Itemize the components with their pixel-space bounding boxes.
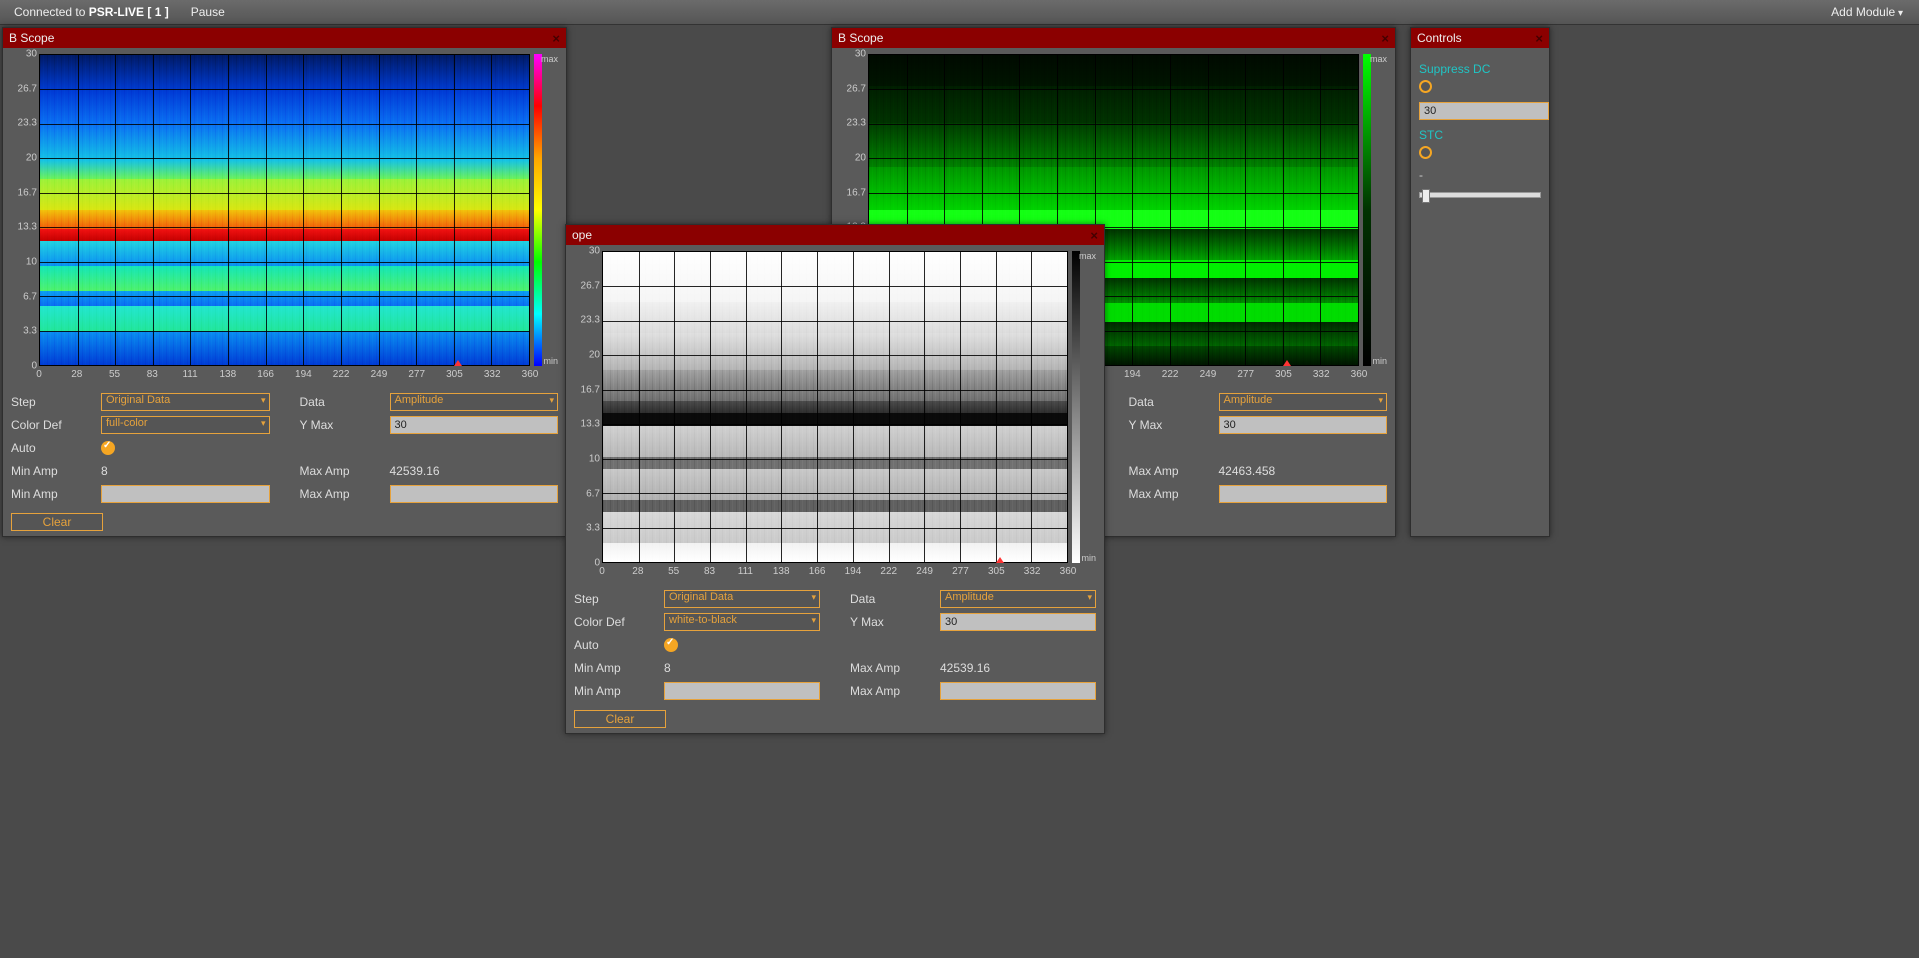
auto-label: Auto	[11, 441, 101, 455]
ymax-input[interactable]	[940, 613, 1096, 631]
close-icon[interactable]: ×	[1090, 228, 1098, 243]
ymax-label: Y Max	[1129, 418, 1219, 432]
top-toolbar: Connected to PSR-LIVE [ 1 ] Pause Add Mo…	[0, 0, 1919, 25]
connection-prefix: Connected to	[14, 5, 89, 19]
min-amp-input[interactable]	[101, 485, 270, 503]
max-amp-label: Max Amp	[1129, 464, 1219, 478]
ymax-label: Y Max	[300, 418, 390, 432]
ymax-label: Y Max	[850, 615, 940, 629]
auto-checkbox[interactable]	[664, 638, 678, 652]
connection-target: PSR-LIVE [ 1 ]	[89, 5, 169, 19]
step-label: Step	[11, 395, 101, 409]
suppress-dc-input[interactable]	[1419, 102, 1549, 120]
max-amp-value: 42539.16	[940, 661, 990, 675]
ymax-input[interactable]	[1219, 416, 1388, 434]
data-label: Data	[1129, 395, 1219, 409]
panel-title: ope	[572, 228, 592, 242]
bscope-panel-left: B Scope × 3026.723.32016.713.3106.73.300…	[2, 27, 567, 537]
clear-button[interactable]: Clear	[11, 513, 103, 531]
color-def-select[interactable]: white-to-black	[664, 613, 820, 631]
clear-button[interactable]: Clear	[574, 710, 666, 728]
max-amp-value: 42539.16	[390, 464, 440, 478]
step-select[interactable]: Original Data	[664, 590, 820, 608]
max-amp-value: 42463.458	[1219, 464, 1276, 478]
connection-status: Connected to PSR-LIVE [ 1 ]	[4, 3, 179, 21]
data-select[interactable]: Amplitude	[1219, 393, 1388, 411]
max-amp-input[interactable]	[1219, 485, 1388, 503]
min-amp-label2: Min Amp	[574, 684, 664, 698]
data-label: Data	[850, 592, 940, 606]
close-icon[interactable]: ×	[1381, 31, 1389, 46]
auto-checkbox[interactable]	[101, 441, 115, 455]
panel-title: B Scope	[9, 31, 54, 45]
color-def-label: Color Def	[574, 615, 664, 629]
min-amp-value: 8	[101, 464, 108, 478]
panel-title: B Scope	[838, 31, 883, 45]
color-def-label: Color Def	[11, 418, 101, 432]
max-amp-label2: Max Amp	[850, 684, 940, 698]
ymax-input[interactable]	[390, 416, 559, 434]
max-amp-label2: Max Amp	[300, 487, 390, 501]
add-module-dropdown[interactable]: Add Module	[1819, 2, 1915, 22]
data-label: Data	[300, 395, 390, 409]
min-amp-value: 8	[664, 661, 671, 675]
panel-header[interactable]: B Scope ×	[832, 28, 1395, 48]
suppress-dc-label: Suppress DC	[1419, 62, 1541, 76]
suppress-dc-radio[interactable]	[1419, 80, 1432, 93]
color-def-select[interactable]: full-color	[101, 416, 270, 434]
max-amp-label2: Max Amp	[1129, 487, 1219, 501]
stc-radio[interactable]	[1419, 146, 1432, 159]
stc-label: STC	[1419, 128, 1541, 142]
pause-button[interactable]: Pause	[179, 2, 237, 22]
data-select[interactable]: Amplitude	[940, 590, 1096, 608]
bscope-chart: 3026.723.32016.713.3106.73.3002855831111…	[574, 251, 1096, 579]
max-amp-input[interactable]	[940, 682, 1096, 700]
stc-slider[interactable]	[1419, 192, 1541, 198]
min-amp-label: Min Amp	[574, 661, 664, 675]
data-select[interactable]: Amplitude	[390, 393, 559, 411]
panel-header[interactable]: ope ×	[566, 225, 1104, 245]
max-amp-label: Max Amp	[850, 661, 940, 675]
panel-title: Controls	[1417, 31, 1462, 45]
max-amp-input[interactable]	[390, 485, 559, 503]
step-select[interactable]: Original Data	[101, 393, 270, 411]
bscope-chart: 3026.723.32016.713.3106.73.3002855831111…	[11, 54, 558, 382]
min-amp-label2: Min Amp	[11, 487, 101, 501]
panel-header[interactable]: B Scope ×	[3, 28, 566, 48]
min-amp-input[interactable]	[664, 682, 820, 700]
slider-thumb[interactable]	[1422, 189, 1430, 203]
max-amp-label: Max Amp	[300, 464, 390, 478]
close-icon[interactable]: ×	[552, 31, 560, 46]
min-amp-label: Min Amp	[11, 464, 101, 478]
controls-panel: Controls × Suppress DC STC -	[1410, 27, 1550, 537]
stc-dash: -	[1419, 168, 1541, 182]
close-icon[interactable]: ×	[1535, 31, 1543, 46]
bscope-panel-middle: ope × 3026.723.32016.713.3106.73.3002855…	[565, 224, 1105, 734]
panel-header[interactable]: Controls ×	[1411, 28, 1549, 48]
auto-label: Auto	[574, 638, 664, 652]
step-label: Step	[574, 592, 664, 606]
